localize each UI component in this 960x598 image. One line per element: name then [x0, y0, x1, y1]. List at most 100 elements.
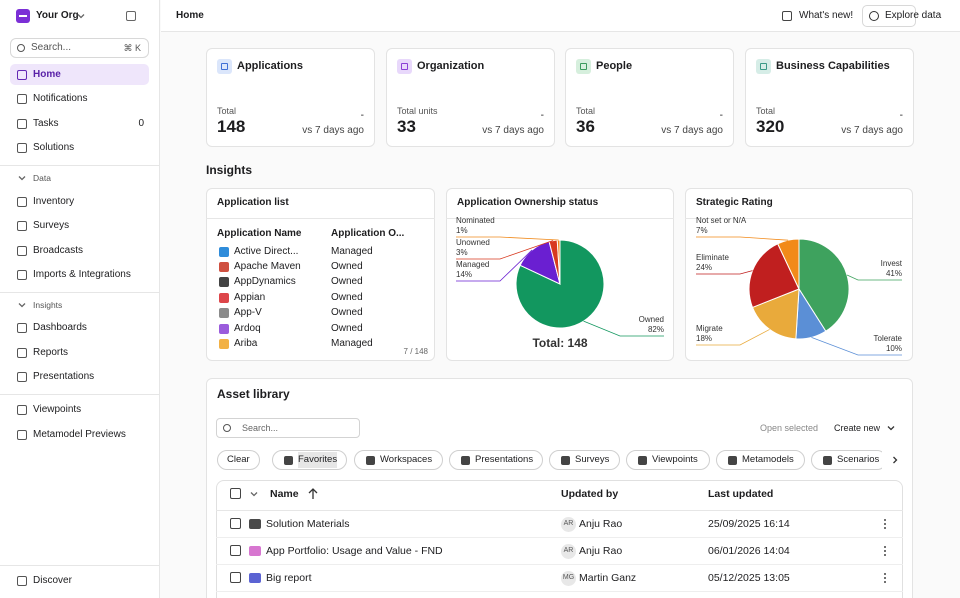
pager: 7 / 148 — [404, 344, 428, 360]
section-header: Data — [33, 170, 51, 186]
slice-label: Unowned — [456, 238, 490, 247]
asset-table — [216, 480, 903, 598]
stat-change: - — [720, 108, 723, 124]
create-new[interactable]: Create new — [834, 420, 880, 436]
nav-item[interactable] — [10, 113, 149, 134]
chevron-icon — [18, 174, 26, 182]
nav-item[interactable] — [10, 342, 149, 363]
app-owner: Managed — [331, 244, 373, 260]
icon — [782, 11, 792, 21]
chip-label[interactable]: Viewpoints — [652, 452, 698, 468]
asset-name[interactable]: Big report — [266, 570, 312, 586]
search-icon — [223, 424, 231, 432]
checkbox[interactable] — [230, 518, 241, 529]
avatar-initials: AR — [564, 516, 574, 532]
divider — [0, 292, 160, 293]
nav-label: Dashboards — [33, 320, 87, 336]
row-divider — [216, 564, 903, 565]
nav-label: Broadcasts — [33, 243, 83, 259]
row-icon — [249, 573, 261, 583]
chip-label[interactable]: Workspaces — [380, 452, 432, 468]
chevron-icon — [18, 301, 26, 309]
chip-label[interactable]: Presentations — [475, 452, 533, 468]
row-divider — [216, 537, 903, 538]
last-updated: 25/09/2025 16:14 — [708, 516, 790, 532]
chip-label[interactable]: Scenarios — [837, 452, 879, 468]
slice-label: Tolerate — [874, 334, 903, 343]
app-icon — [219, 324, 229, 334]
pie-total: Total: 148 — [532, 336, 587, 350]
chevron-icon — [77, 12, 85, 20]
app-owner: Managed — [331, 336, 373, 352]
app-name: Ariba — [234, 336, 257, 352]
explore-icon — [869, 11, 879, 21]
app-owner: Owned — [331, 290, 363, 306]
nav-item[interactable] — [10, 215, 149, 236]
asset-search[interactable] — [216, 418, 360, 438]
stat-compare: vs 7 days ago — [841, 123, 903, 139]
chevron — [19, 304, 25, 307]
chip-label[interactable]: Clear — [227, 452, 250, 468]
chip-label[interactable]: Surveys — [575, 452, 609, 468]
nav-item[interactable] — [10, 191, 149, 212]
avatar-initials: AR — [564, 543, 574, 559]
checkbox[interactable] — [230, 572, 241, 583]
nav-label: Metamodel Previews — [33, 427, 126, 443]
slice-label: Owned — [639, 315, 664, 324]
whats-new[interactable]: What's new! — [799, 8, 853, 24]
nav-label: Discover — [33, 573, 72, 589]
slice-label: Managed — [456, 260, 489, 269]
chevron — [78, 15, 84, 18]
icon — [17, 348, 27, 358]
app-owner: Owned — [331, 321, 363, 337]
nav-item[interactable] — [10, 570, 149, 591]
column-header: Updated by — [561, 486, 618, 502]
chevron — [894, 457, 897, 463]
nav-label: Reports — [33, 345, 68, 361]
app-owner: Owned — [331, 274, 363, 290]
card-title: Application list — [217, 195, 289, 211]
slice-label: Nominated — [456, 216, 495, 225]
checkbox[interactable] — [230, 488, 241, 499]
app-name: AppDynamics — [234, 274, 296, 290]
app-icon — [219, 308, 229, 318]
asset-name[interactable]: Solution Materials — [266, 516, 349, 532]
nav-label: Inventory — [33, 194, 74, 210]
chip-icon — [284, 456, 293, 465]
app-name: Ardoq — [234, 321, 261, 337]
asset-name[interactable]: App Portfolio: Usage and Value - FND — [266, 543, 443, 559]
nav-label: Solutions — [33, 140, 74, 156]
nav-item[interactable] — [10, 137, 149, 158]
explore-label[interactable]: Explore data — [885, 8, 941, 24]
icon — [17, 405, 27, 415]
chip-icon — [366, 456, 375, 465]
app-icon — [219, 262, 229, 272]
stat-value: 320 — [756, 116, 784, 138]
stat-change: - — [361, 108, 364, 124]
icon — [17, 270, 27, 280]
nav-label: Viewpoints — [33, 402, 81, 418]
chip-label[interactable]: Favorites — [298, 452, 337, 468]
slice-label: Eliminate — [696, 253, 729, 262]
chevron — [888, 427, 894, 430]
icon — [17, 94, 27, 104]
asset-title: Asset library — [217, 386, 290, 402]
avatar-initials: MG — [563, 570, 574, 586]
search-icon — [17, 44, 25, 52]
slice-value: 10% — [886, 344, 902, 353]
chip-label[interactable]: Metamodels — [742, 452, 794, 468]
slice-value: 1% — [456, 226, 468, 235]
app-icon — [219, 339, 229, 349]
chip-icon — [561, 456, 570, 465]
nav-item[interactable] — [10, 64, 149, 85]
nav-label: Surveys — [33, 218, 69, 234]
checkbox[interactable] — [230, 545, 241, 556]
slice-value: 82% — [648, 325, 664, 334]
updated-by: Anju Rao — [579, 516, 622, 532]
icon — [17, 221, 27, 231]
column-header: Application O... — [331, 226, 404, 242]
stat-compare: vs 7 days ago — [302, 123, 364, 139]
chip-icon — [823, 456, 832, 465]
section-header: Insights — [33, 297, 62, 313]
